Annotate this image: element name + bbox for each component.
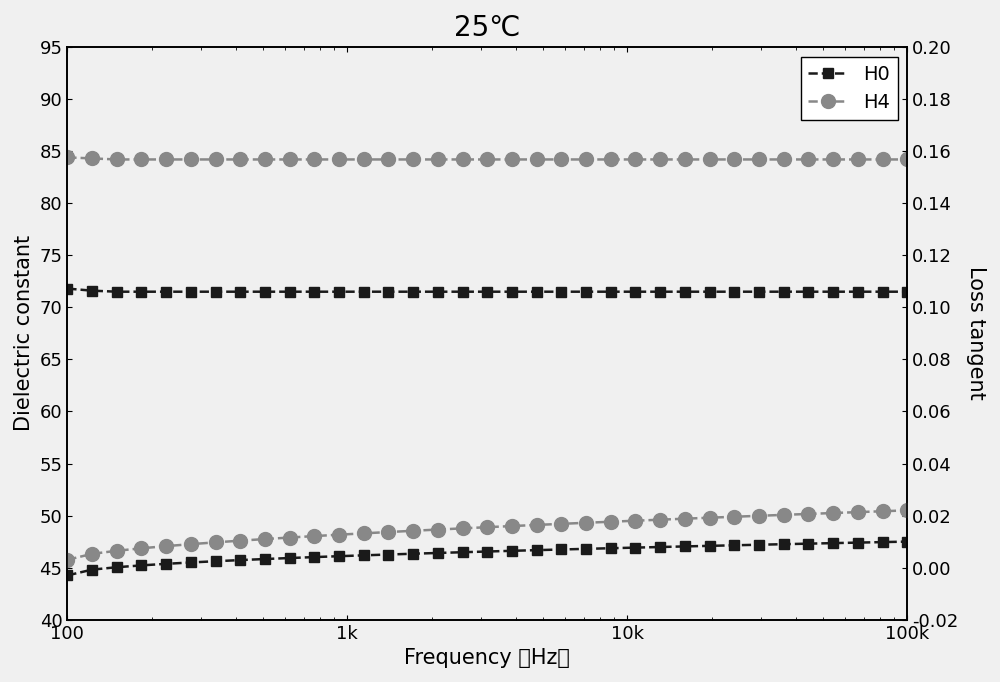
H4	[259, 155, 271, 164]
H4	[506, 155, 518, 164]
H4	[654, 155, 666, 164]
H0	[481, 288, 493, 296]
H0	[506, 288, 518, 296]
H4	[629, 155, 641, 164]
Title: 25℃: 25℃	[454, 14, 520, 42]
H0	[185, 288, 197, 296]
H0	[358, 288, 370, 296]
Line: H0: H0	[62, 284, 912, 297]
H4	[358, 155, 370, 164]
Legend: H0, H4: H0, H4	[801, 57, 898, 120]
Y-axis label: Loss tangent: Loss tangent	[966, 267, 986, 400]
H0	[654, 288, 666, 296]
H0	[852, 288, 864, 296]
H0	[259, 288, 271, 296]
H4	[457, 155, 469, 164]
H0	[555, 288, 567, 296]
H0	[382, 288, 394, 296]
H4	[679, 155, 691, 164]
H4	[753, 155, 765, 164]
H4	[382, 155, 394, 164]
H4	[210, 155, 222, 164]
H0	[704, 288, 716, 296]
H4	[802, 155, 814, 164]
H0	[802, 288, 814, 296]
X-axis label: Frequency （Hz）: Frequency （Hz）	[404, 648, 570, 668]
H0	[629, 288, 641, 296]
H4	[160, 155, 172, 164]
H0	[877, 288, 889, 296]
H0	[160, 288, 172, 296]
H0	[234, 288, 246, 296]
H4	[432, 155, 444, 164]
H4	[407, 155, 419, 164]
H4	[61, 153, 73, 162]
H0	[308, 288, 320, 296]
H0	[61, 284, 73, 293]
H4	[704, 155, 716, 164]
H4	[852, 155, 864, 164]
H0	[728, 288, 740, 296]
H0	[210, 288, 222, 296]
H0	[284, 288, 296, 296]
H4	[333, 155, 345, 164]
H4	[308, 155, 320, 164]
Y-axis label: Dielectric constant: Dielectric constant	[14, 235, 34, 432]
H4	[234, 155, 246, 164]
H4	[728, 155, 740, 164]
H4	[284, 155, 296, 164]
H4	[901, 155, 913, 164]
H4	[531, 155, 543, 164]
H0	[901, 288, 913, 296]
H0	[827, 288, 839, 296]
H4	[481, 155, 493, 164]
H0	[407, 288, 419, 296]
H4	[580, 155, 592, 164]
H4	[86, 154, 98, 162]
H4	[555, 155, 567, 164]
H4	[605, 155, 617, 164]
H0	[679, 288, 691, 296]
Line: H4: H4	[60, 151, 914, 166]
H0	[605, 288, 617, 296]
H0	[753, 288, 765, 296]
H4	[877, 155, 889, 164]
H4	[185, 155, 197, 164]
H0	[333, 288, 345, 296]
H0	[432, 288, 444, 296]
H4	[778, 155, 790, 164]
H4	[135, 155, 147, 164]
H0	[580, 288, 592, 296]
H0	[135, 288, 147, 296]
H0	[457, 288, 469, 296]
H0	[531, 288, 543, 296]
H4	[111, 155, 123, 164]
H0	[778, 288, 790, 296]
H0	[111, 288, 123, 296]
H4	[827, 155, 839, 164]
H0	[86, 286, 98, 295]
